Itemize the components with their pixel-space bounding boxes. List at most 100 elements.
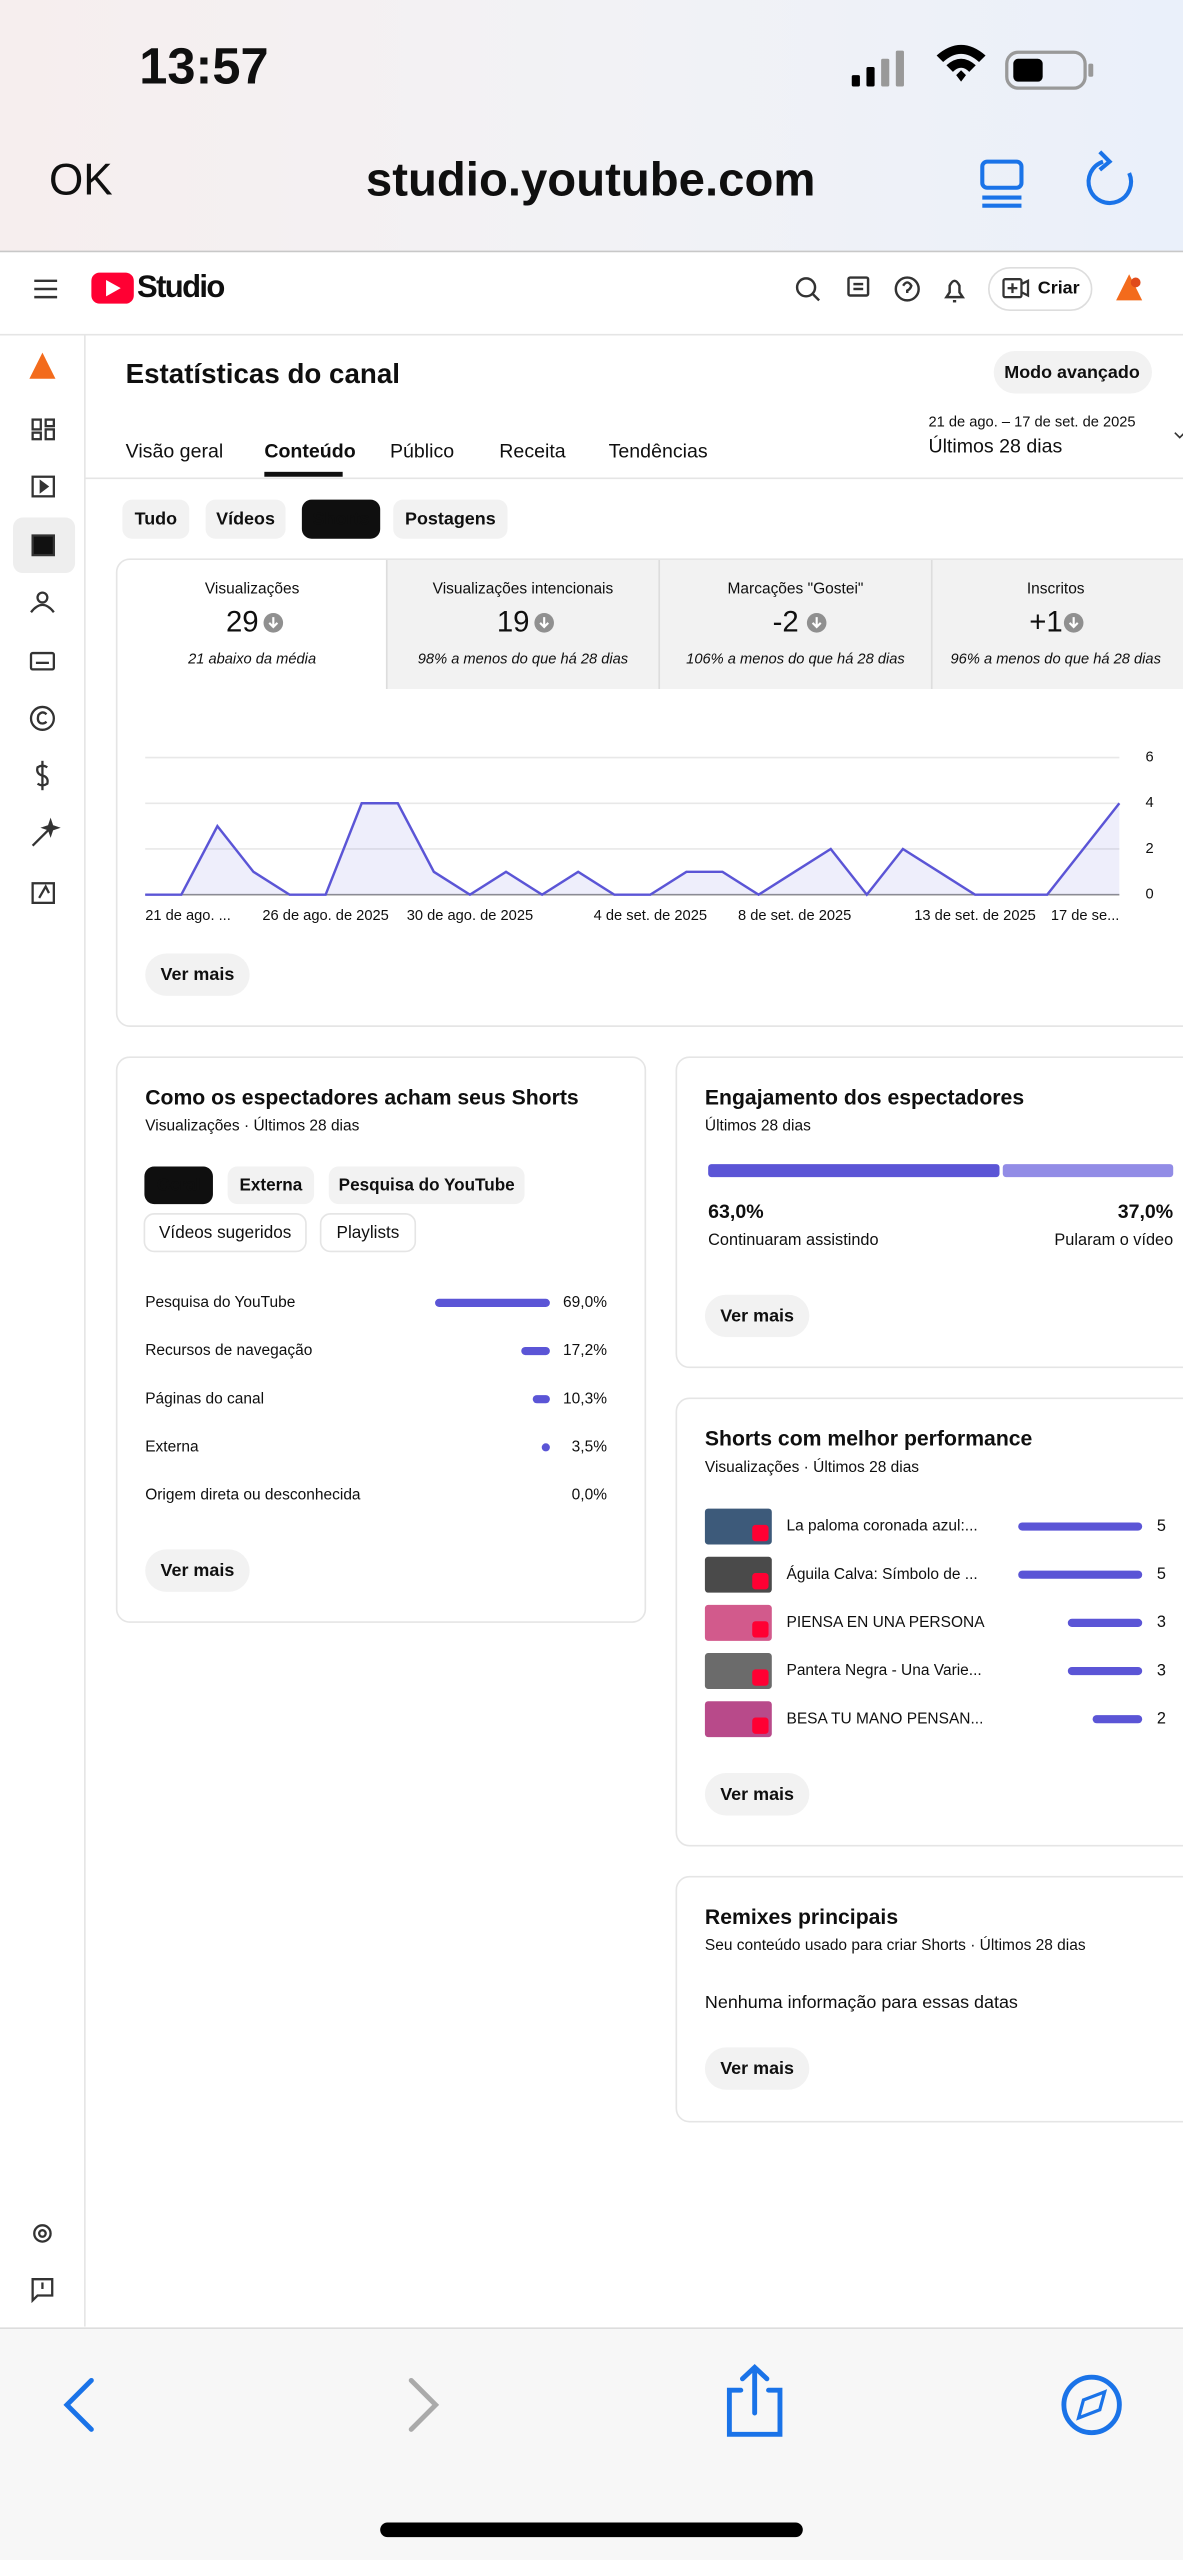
value-label: 5 bbox=[1157, 1565, 1166, 1583]
period: Últimos 28 dias bbox=[928, 435, 1062, 458]
x-tick-label: 30 de ago. de 2025 bbox=[407, 908, 533, 924]
more-button[interactable] bbox=[704, 2047, 810, 2090]
card-title: Shorts com melhor performance bbox=[705, 1428, 1033, 1451]
tab: Receita bbox=[499, 440, 565, 462]
bar bbox=[435, 1298, 550, 1307]
advanced-button[interactable] bbox=[993, 351, 1152, 394]
metric-label: Marcações "Gostei" bbox=[728, 580, 864, 597]
card bbox=[115, 1056, 647, 1623]
more-button-label: Ver mais bbox=[161, 964, 235, 984]
shorts-badge bbox=[752, 1717, 769, 1734]
shorts-badge bbox=[752, 1524, 769, 1542]
chip-label: Playlists bbox=[337, 1222, 400, 1242]
row-label: Externa bbox=[145, 1438, 199, 1455]
create-label: Criar bbox=[1038, 278, 1080, 298]
chip[interactable] bbox=[144, 1166, 213, 1205]
chip[interactable] bbox=[328, 1166, 525, 1205]
chip-label: Externa bbox=[239, 1175, 302, 1195]
chip-label: Geral bbox=[157, 1175, 201, 1195]
card-subtitle: Visualizações · Últimos 28 dias bbox=[705, 1459, 919, 1476]
value-label: 63,0% bbox=[708, 1201, 763, 1223]
card-subtitle: Visualizações · Últimos 28 dias bbox=[145, 1118, 359, 1135]
empty-message: Nenhuma informação para essas datas bbox=[705, 1992, 1018, 2012]
bar bbox=[1018, 1570, 1143, 1579]
metric-label: Visualizações bbox=[205, 580, 300, 597]
category-label: Continuaram assistindo bbox=[708, 1231, 878, 1249]
more-button[interactable] bbox=[145, 953, 250, 996]
metric-note: 21 abaixo da média bbox=[187, 651, 316, 667]
metric-tile[interactable] bbox=[659, 560, 932, 689]
more-button[interactable] bbox=[704, 1773, 810, 1816]
row-label: Águila Calva: Símbolo de ... bbox=[786, 1566, 977, 1583]
card-title: Como os espectadores acham seus Shorts bbox=[145, 1086, 579, 1109]
metric-label: Visualizações intencionais bbox=[433, 580, 614, 597]
bar bbox=[532, 1395, 550, 1404]
card bbox=[675, 1397, 1183, 1847]
y-tick-label: 2 bbox=[1145, 841, 1153, 857]
value-label: 3 bbox=[1157, 1661, 1166, 1679]
shorts-badge bbox=[752, 1669, 769, 1686]
row-label: La paloma coronada azul:... bbox=[786, 1518, 977, 1535]
url: studio.youtube.com bbox=[366, 153, 815, 206]
value-label: 5 bbox=[1157, 1517, 1166, 1535]
filter-chip[interactable] bbox=[393, 499, 508, 539]
metric-value: +1 bbox=[1029, 605, 1062, 638]
more-button-label: Ver mais bbox=[161, 1560, 235, 1580]
chip-label: Pesquisa do YouTube bbox=[339, 1175, 515, 1195]
filter-chip[interactable] bbox=[122, 499, 190, 539]
filter-label: Tudo bbox=[135, 509, 178, 529]
bar bbox=[1018, 1522, 1143, 1531]
header-icons bbox=[34, 276, 966, 303]
advanced-label: Modo avançado bbox=[1004, 362, 1140, 382]
trend-arrow bbox=[539, 617, 550, 629]
metric-tile[interactable] bbox=[386, 560, 660, 689]
x-tick-label: 26 de ago. de 2025 bbox=[262, 908, 388, 924]
row-label: Origem direta ou desconhecida bbox=[145, 1487, 361, 1504]
avatar[interactable] bbox=[1116, 274, 1143, 301]
chip-label: Vídeos sugeridos bbox=[159, 1222, 291, 1242]
tab: Tendências bbox=[609, 440, 708, 462]
sidebar-icons[interactable] bbox=[29, 352, 61, 2304]
value-label: 37,0% bbox=[1118, 1201, 1173, 1223]
value-label: 3,5% bbox=[572, 1438, 608, 1455]
caret bbox=[1174, 432, 1183, 439]
page-title: Estatísticas do canal bbox=[126, 358, 400, 389]
metric-label: Inscritos bbox=[1027, 580, 1085, 597]
value-label: 2 bbox=[1157, 1709, 1166, 1727]
metric-tile[interactable] bbox=[931, 560, 1183, 689]
metric-note: 96% a menos do que há 28 dias bbox=[951, 651, 1162, 667]
area bbox=[145, 803, 1120, 895]
tab-underline bbox=[264, 471, 343, 477]
toolbar-icons[interactable] bbox=[63, 2363, 1122, 2437]
row-label: Páginas do canal bbox=[145, 1390, 264, 1407]
x-tick-label: 4 de set. de 2025 bbox=[594, 908, 707, 924]
filter-chip[interactable] bbox=[205, 499, 286, 539]
tab: Público bbox=[390, 440, 454, 462]
metric-note: 98% a menos do que há 28 dias bbox=[418, 651, 629, 667]
chip[interactable] bbox=[227, 1166, 315, 1205]
home-indicator bbox=[380, 2522, 803, 2538]
row-label: BESA TU MANO PENSAN... bbox=[786, 1710, 983, 1727]
browser-icons bbox=[980, 150, 1134, 208]
value-label: 69,0% bbox=[563, 1294, 607, 1311]
more-button[interactable] bbox=[704, 1294, 810, 1338]
segment bbox=[1002, 1164, 1174, 1178]
create-icon bbox=[1002, 278, 1030, 299]
value-label: 0,0% bbox=[572, 1487, 608, 1504]
bar bbox=[541, 1443, 550, 1452]
status-icons bbox=[851, 44, 1094, 90]
row-label: Pantera Negra - Una Varie... bbox=[786, 1662, 981, 1679]
y-tick-label: 0 bbox=[1145, 887, 1153, 903]
filter-label: Vídeos bbox=[216, 509, 275, 529]
chip bbox=[319, 1213, 417, 1253]
line bbox=[145, 802, 1121, 897]
more-button[interactable] bbox=[145, 1549, 250, 1592]
bar bbox=[1067, 1618, 1143, 1627]
filter-chip[interactable] bbox=[301, 499, 381, 539]
tab: Conteúdo bbox=[264, 440, 355, 462]
clock: 13:57 bbox=[139, 38, 268, 95]
metric-value: 19 bbox=[497, 605, 530, 638]
row-label: Recursos de navegação bbox=[145, 1342, 312, 1359]
value-label: 10,3% bbox=[563, 1390, 607, 1407]
